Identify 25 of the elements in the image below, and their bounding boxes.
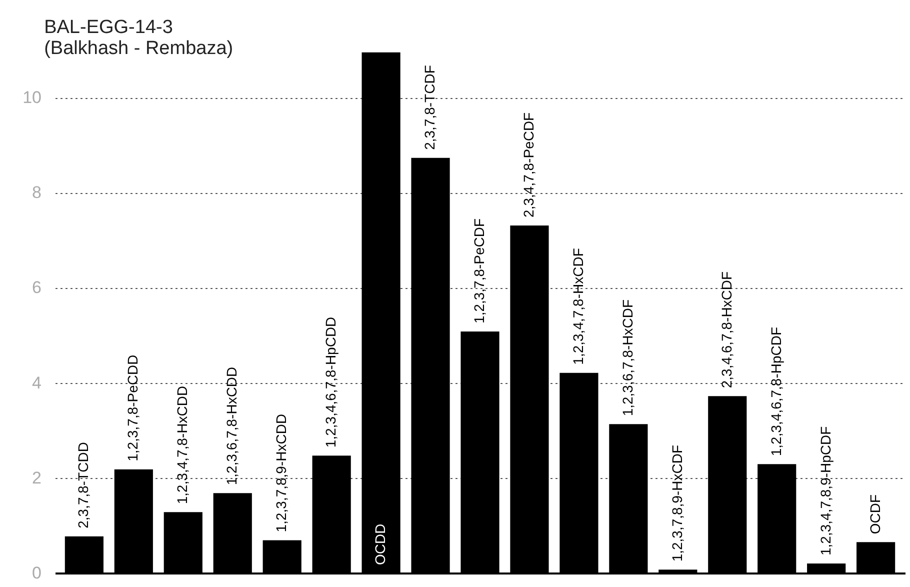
x-tick-label: OCDD bbox=[372, 524, 388, 565]
chart-subtitle: (Balkhash - Rembaza) bbox=[44, 38, 234, 59]
x-tick-label: 2,3,7,8-TCDF bbox=[422, 65, 438, 150]
x-tick-label: 1,2,3,7,8-PeCDF bbox=[471, 218, 487, 324]
x-tick-label: 1,2,3,4,7,8,9-HpCDF bbox=[817, 426, 834, 556]
y-tick-label: 0 bbox=[32, 564, 42, 582]
x-tick-label: 1,2,3,7,8,9-HxCDD bbox=[273, 414, 290, 532]
x-tick-label: 2,3,4,6,7,8-HxCDF bbox=[718, 271, 734, 388]
x-tick-label: OCDF bbox=[866, 494, 883, 534]
x-tick-label: 1,2,3,6,7,8-HxCDD bbox=[224, 366, 240, 486]
x-tick-label: 1,2,3,4,7,8-HxCDF bbox=[570, 248, 586, 365]
x-tick-label: 1,2,3,6,7,8-HxCDF bbox=[619, 299, 636, 416]
x-tick-label: 1,2,3,4,6,7,8-HpCDD bbox=[322, 316, 339, 448]
x-tick-label: 1,2,3,7,8-PeCDD bbox=[124, 354, 141, 462]
y-tick-label: 4 bbox=[32, 373, 42, 392]
x-tick-label: 1,2,3,7,8,9-HxCDF bbox=[668, 444, 685, 562]
x-tick-label: 1,2,3,4,6,7,8-HpCDF bbox=[768, 326, 784, 456]
x-tick-label: 2,3,4,7,8-PeCDF bbox=[520, 112, 536, 218]
y-tick-label: 2 bbox=[32, 468, 42, 488]
chart-title: BAL-EGG-14-3 bbox=[44, 17, 173, 38]
y-tick-label: 10 bbox=[22, 88, 42, 108]
y-tick-label: 6 bbox=[32, 278, 42, 298]
x-tick-label: 2,3,7,8-TCDD bbox=[75, 442, 92, 528]
y-tick-label: 8 bbox=[32, 183, 42, 202]
x-tick-label: 1,2,3,4,7,8-HxCDD bbox=[174, 386, 190, 504]
